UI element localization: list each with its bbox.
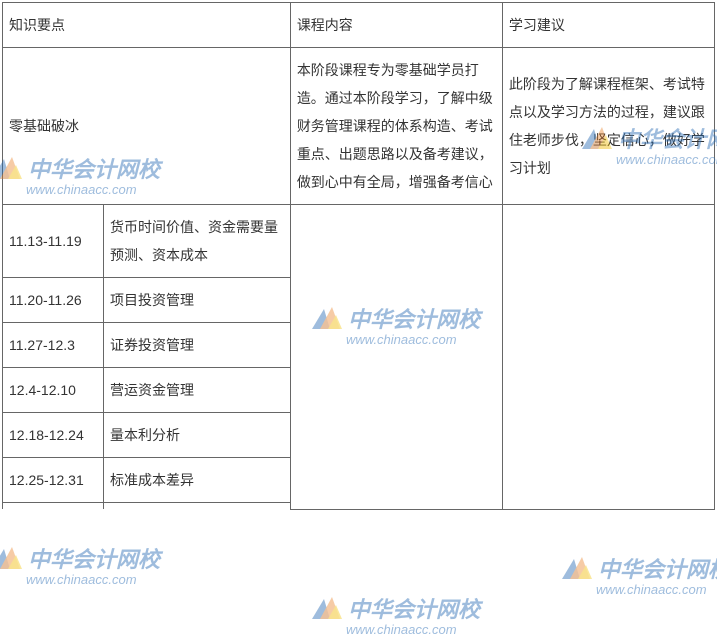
watermark-logo-icon (310, 595, 344, 621)
watermark-url: www.chinaacc.com (346, 622, 480, 637)
schedule-item-cell: 项目投资管理 (103, 278, 290, 323)
schedule-item-cell: 量本利分析 (103, 413, 290, 458)
header-cell-advice: 学习建议 (502, 3, 714, 48)
watermark-url: www.chinaacc.com (26, 572, 160, 587)
schedule-item-cell: 货币时间价值、资金需要量预测、资本成本 (103, 205, 290, 278)
schedule-date-cell: 12.4-12.10 (3, 368, 104, 413)
header-cell-content: 课程内容 (290, 3, 502, 48)
schedule-date-cell: 12.25-12.31 (3, 458, 104, 503)
stage-advice-cell: 此阶段为了解课程框架、考试特点以及学习方法的过程，建议跟住老师步伐，坚定信心，做… (502, 48, 714, 205)
schedule-advice-merged (502, 205, 714, 510)
schedule-date-cell: 11.27-12.3 (3, 323, 104, 368)
watermark: 中华会计网校www.chinaacc.com (0, 542, 160, 587)
schedule-row: 11.13-11.19 货币时间价值、资金需要量预测、资本成本 (3, 205, 715, 278)
watermark: 中华会计网校www.chinaacc.com (560, 552, 717, 597)
schedule-date-cell: 12.18-12.24 (3, 413, 104, 458)
watermark-brand: 中华会计网校 (28, 547, 160, 572)
schedule-date-cell: 11.20-11.26 (3, 278, 104, 323)
watermark-brand: 中华会计网校 (348, 597, 480, 622)
schedule-item-cell: 标准成本差异 (103, 458, 290, 503)
watermark-logo-icon (0, 545, 24, 571)
schedule-content-merged (290, 205, 502, 510)
watermark-brand: 中华会计网校 (598, 557, 717, 582)
stage-content-cell: 本阶段课程专为零基础学员打造。通过本阶段学习，了解中级财务管理课程的体系构造、考… (290, 48, 502, 205)
watermark-url: www.chinaacc.com (596, 582, 717, 597)
watermark-logo-icon (560, 555, 594, 581)
table-header-row: 知识要点 课程内容 学习建议 (3, 3, 715, 48)
header-cell-knowledge: 知识要点 (3, 3, 291, 48)
stage-row: 零基础破冰 本阶段课程专为零基础学员打造。通过本阶段学习，了解中级财务管理课程的… (3, 48, 715, 205)
schedule-item-cell: 营运资金管理 (103, 368, 290, 413)
study-plan-table: 知识要点 课程内容 学习建议 零基础破冰 本阶段课程专为零基础学员打造。通过本阶… (2, 2, 715, 510)
schedule-item-cell: 证券投资管理 (103, 323, 290, 368)
schedule-date-cell: 11.13-11.19 (3, 205, 104, 278)
watermark: 中华会计网校www.chinaacc.com (310, 592, 480, 637)
stage-topic-cell: 零基础破冰 (3, 48, 291, 205)
